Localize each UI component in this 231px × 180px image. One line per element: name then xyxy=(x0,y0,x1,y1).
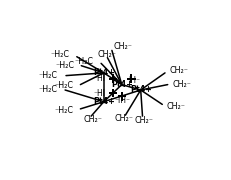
Text: Pt4+: Pt4+ xyxy=(93,97,115,106)
Text: ⁻H₂C: ⁻H₂C xyxy=(54,81,73,90)
Text: CH₂⁻: CH₂⁻ xyxy=(83,115,103,124)
Text: CH₂⁻: CH₂⁻ xyxy=(98,50,117,59)
Text: ⁻H₂C: ⁻H₂C xyxy=(55,61,74,70)
Text: ⁻H₂C: ⁻H₂C xyxy=(39,71,58,80)
Text: CH₂⁻: CH₂⁻ xyxy=(170,66,188,75)
Text: ⁻H₂C: ⁻H₂C xyxy=(51,50,70,59)
Text: Pt4+: Pt4+ xyxy=(93,68,115,77)
Text: IH⁻: IH⁻ xyxy=(128,76,140,86)
Text: CH₂⁻: CH₂⁻ xyxy=(114,114,133,123)
Text: Pt4+: Pt4+ xyxy=(130,86,152,94)
Text: ⁻H₂C: ⁻H₂C xyxy=(39,85,58,94)
Text: ⁻HI: ⁻HI xyxy=(94,74,106,83)
Text: CH₂⁻: CH₂⁻ xyxy=(172,80,191,89)
Text: ⁻HI: ⁻HI xyxy=(94,89,106,98)
Text: Pt4+: Pt4+ xyxy=(111,80,133,89)
Text: ⁻H₂C: ⁻H₂C xyxy=(75,57,94,66)
Text: ⁻IH⁻: ⁻IH⁻ xyxy=(114,96,130,105)
Text: ⁻H₂C: ⁻H₂C xyxy=(54,106,73,115)
Text: CH₂⁻: CH₂⁻ xyxy=(167,102,186,111)
Text: CH₂⁻: CH₂⁻ xyxy=(134,116,153,125)
Text: CH₂⁻: CH₂⁻ xyxy=(114,42,133,51)
